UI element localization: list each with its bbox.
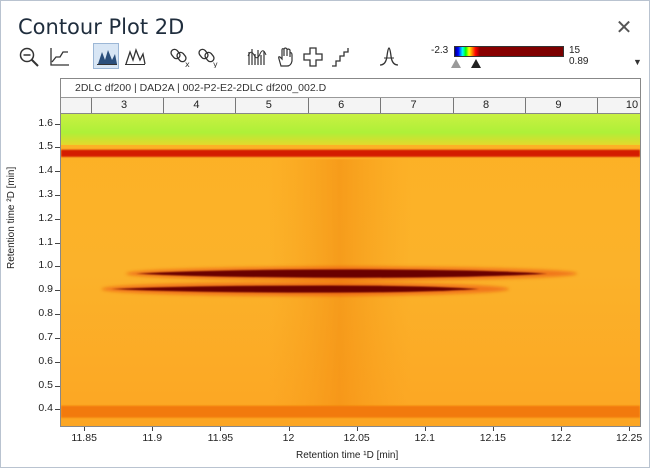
- threshold-slider-handle[interactable]: [471, 59, 481, 68]
- y-tick-label: 0.6: [38, 354, 53, 367]
- y-tick-label: 1.0: [38, 259, 53, 272]
- x-tick-mark: [492, 427, 494, 431]
- x-tick-mark: [629, 427, 631, 431]
- contour-plot-area[interactable]: [61, 114, 640, 426]
- peaks-outline-icon[interactable]: [121, 43, 147, 69]
- x-tick-label: 11.85: [71, 432, 97, 444]
- heatmap-band: [61, 405, 640, 418]
- y-axis-label: Retention time ²D [min]: [6, 166, 17, 269]
- y-tick-mark: [55, 123, 60, 125]
- y-tick-label: 0.7: [38, 330, 53, 343]
- x-tick-mark: [424, 427, 426, 431]
- y-tick-label: 1.6: [38, 116, 53, 129]
- x-tick-label: 12.1: [414, 432, 435, 444]
- zoom-out-icon[interactable]: [15, 43, 41, 69]
- y-tick-mark: [55, 242, 60, 244]
- top-axis-label: 10: [625, 99, 639, 111]
- x-tick-label: 12.05: [343, 432, 370, 444]
- heatmap-band: [61, 149, 640, 157]
- y-tick-label: 0.8: [38, 307, 53, 320]
- x-tick-mark: [84, 427, 86, 431]
- top-axis-label: 9: [555, 99, 562, 111]
- heatmap-peak-core: [135, 269, 548, 278]
- heatmap-peak: [101, 282, 510, 297]
- top-axis-divider: [162, 98, 164, 113]
- svg-text:x: x: [185, 60, 190, 68]
- x-tick-label: 11.95: [207, 432, 234, 444]
- plot-header: 2DLC df200 | DAD2A | 002-P2-E2-2DLC df20…: [61, 79, 640, 98]
- y-tick-mark: [55, 290, 60, 292]
- step-stairs-icon[interactable]: [327, 43, 353, 69]
- line-chart-icon[interactable]: [45, 43, 71, 69]
- color-scale-max: 15: [569, 45, 581, 56]
- peak-shape-icon[interactable]: [375, 43, 401, 69]
- x-axis-label: Retention time ¹D [min]: [296, 450, 399, 461]
- y-tick-label: 1.5: [38, 140, 53, 153]
- y-tick-mark: [55, 171, 60, 173]
- x-tick-label: 12.25: [615, 432, 643, 444]
- unlink-x-icon[interactable]: x: [167, 43, 193, 69]
- top-axis-divider: [307, 98, 309, 113]
- top-axis-divider: [90, 98, 92, 113]
- top-axis-divider: [524, 98, 526, 113]
- top-axis-label: 7: [410, 99, 417, 111]
- plot-frame: 2DLC df200 | DAD2A | 002-P2-E2-2DLC df20…: [60, 78, 641, 427]
- y-tick-label: 0.4: [38, 402, 53, 415]
- x-tick-mark: [152, 427, 154, 431]
- svg-text:y: y: [213, 60, 218, 68]
- y-tick-label: 0.9: [38, 283, 53, 296]
- top-axis-divider: [380, 98, 382, 113]
- y-tick-mark: [55, 337, 60, 339]
- y-tick-label: 1.3: [38, 187, 53, 200]
- y-tick-mark: [55, 266, 60, 268]
- top-axis-divider: [235, 98, 237, 113]
- x-tick-label: 12: [282, 432, 295, 444]
- y-tick-label: 1.1: [38, 235, 53, 248]
- top-axis-label: 4: [193, 99, 200, 111]
- heatmap-peak: [125, 266, 578, 281]
- y-tick-mark: [55, 218, 60, 220]
- crosshair-cross-icon[interactable]: [299, 43, 325, 69]
- y-tick-mark: [55, 361, 60, 363]
- x-tick-mark: [560, 427, 562, 431]
- color-scale: -2.3 15 0.89 ▼: [429, 45, 642, 71]
- color-scale-min: -2.3: [431, 45, 449, 56]
- close-icon[interactable]: ✕: [615, 17, 633, 39]
- top-axis-label: 3: [120, 99, 128, 111]
- top-axis: 3 4 5 6 7 8 9 10: [61, 98, 640, 114]
- y-tick-mark: [55, 409, 60, 411]
- filled-peaks-icon[interactable]: [93, 43, 119, 69]
- top-axis-divider: [597, 98, 599, 113]
- top-axis-divider: [452, 98, 454, 113]
- window-title: Contour Plot 2D: [18, 15, 185, 39]
- x-tick-label: 12.2: [550, 432, 572, 444]
- heatmap-band: [61, 114, 640, 145]
- top-axis-label: 8: [482, 99, 490, 111]
- heatmap-peak-core: [111, 285, 480, 293]
- hand-pan-icon[interactable]: [271, 43, 297, 69]
- y-tick-label: 1.2: [38, 211, 53, 224]
- contour-heatmap: [61, 114, 640, 426]
- x-tick-mark: [356, 427, 358, 431]
- y-tick-mark: [55, 385, 60, 387]
- unlink-y-icon[interactable]: y: [195, 43, 221, 69]
- x-tick-mark: [288, 427, 290, 431]
- min-slider-handle[interactable]: [451, 59, 461, 68]
- colorbar: [454, 46, 564, 57]
- scale-dropdown-icon[interactable]: ▼: [633, 57, 642, 67]
- y-tick-mark: [55, 314, 60, 316]
- bars-spectrum-icon[interactable]: [243, 43, 269, 69]
- top-axis-label: 6: [338, 99, 345, 111]
- y-tick-mark: [55, 194, 60, 196]
- x-tick-mark: [220, 427, 222, 431]
- top-axis-label: 5: [265, 99, 272, 111]
- color-scale-threshold: 0.89: [569, 56, 589, 67]
- y-tick-label: 0.5: [38, 378, 53, 391]
- y-tick-mark: [55, 147, 60, 149]
- x-tick-label: 11.9: [142, 432, 163, 444]
- x-tick-label: 12.15: [479, 432, 506, 444]
- y-tick-label: 1.4: [38, 164, 53, 177]
